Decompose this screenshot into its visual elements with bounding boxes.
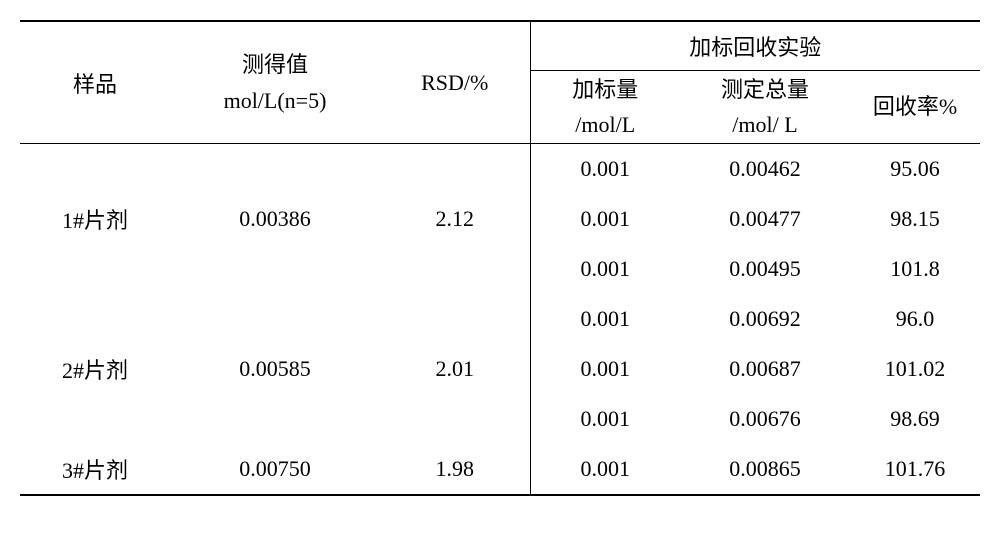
header-measured-line2: mol/L(n=5)	[224, 88, 327, 113]
cell-spike: 0.001	[530, 294, 680, 344]
cell-rsd: 2.12	[380, 144, 530, 295]
cell-measured: 0.00585	[170, 294, 380, 444]
table-row: 2#片剂 0.00585 2.01 0.001 0.00692 96.0	[20, 294, 980, 344]
recovery-table: 样品 测得值 mol/L(n=5) RSD/% 加标回收实验 加标量 /mol/…	[20, 20, 980, 496]
table-row: 1#片剂 0.00386 2.12 0.001 0.00462 95.06	[20, 144, 980, 195]
cell-recovery: 101.8	[850, 244, 980, 294]
header-measured: 测得值 mol/L(n=5)	[170, 21, 380, 144]
cell-recovery: 98.69	[850, 394, 980, 444]
table-row: 3#片剂 0.00750 1.98 0.001 0.00865 101.76	[20, 444, 980, 495]
header-spike-line2: /mol/L	[575, 112, 635, 137]
header-measured-line1: 测得值	[242, 52, 308, 77]
cell-spike: 0.001	[530, 244, 680, 294]
cell-rsd: 1.98	[380, 444, 530, 495]
header-total-line1: 测定总量	[721, 77, 809, 102]
header-spike: 加标量 /mol/L	[530, 71, 680, 144]
header-rsd: RSD/%	[380, 21, 530, 144]
cell-recovery: 96.0	[850, 294, 980, 344]
header-sample: 样品	[20, 21, 170, 144]
cell-total: 0.00477	[680, 194, 850, 244]
cell-recovery: 101.02	[850, 344, 980, 394]
cell-spike: 0.001	[530, 194, 680, 244]
header-spike-line1: 加标量	[572, 77, 638, 102]
cell-total: 0.00676	[680, 394, 850, 444]
cell-recovery: 98.15	[850, 194, 980, 244]
cell-spike: 0.001	[530, 394, 680, 444]
table-header: 样品 测得值 mol/L(n=5) RSD/% 加标回收实验 加标量 /mol/…	[20, 21, 980, 144]
cell-spike: 0.001	[530, 144, 680, 195]
cell-measured: 0.00386	[170, 144, 380, 295]
cell-rsd: 2.01	[380, 294, 530, 444]
header-recovery-group: 加标回收实验	[530, 21, 980, 71]
cell-total: 0.00495	[680, 244, 850, 294]
cell-spike: 0.001	[530, 444, 680, 495]
recovery-table-container: 样品 测得值 mol/L(n=5) RSD/% 加标回收实验 加标量 /mol/…	[20, 20, 980, 496]
cell-sample: 2#片剂	[20, 294, 170, 444]
cell-total: 0.00687	[680, 344, 850, 394]
header-total: 测定总量 /mol/ L	[680, 71, 850, 144]
header-recovery-line1: 回收率%	[873, 94, 957, 119]
cell-recovery: 101.76	[850, 444, 980, 495]
cell-sample: 3#片剂	[20, 444, 170, 495]
cell-total: 0.00462	[680, 144, 850, 195]
cell-measured: 0.00750	[170, 444, 380, 495]
header-total-line2: /mol/ L	[732, 112, 797, 137]
cell-recovery: 95.06	[850, 144, 980, 195]
cell-spike: 0.001	[530, 344, 680, 394]
table-body: 1#片剂 0.00386 2.12 0.001 0.00462 95.06 0.…	[20, 144, 980, 496]
cell-sample: 1#片剂	[20, 144, 170, 295]
cell-total: 0.00692	[680, 294, 850, 344]
cell-total: 0.00865	[680, 444, 850, 495]
header-recovery: 回收率%	[850, 71, 980, 144]
